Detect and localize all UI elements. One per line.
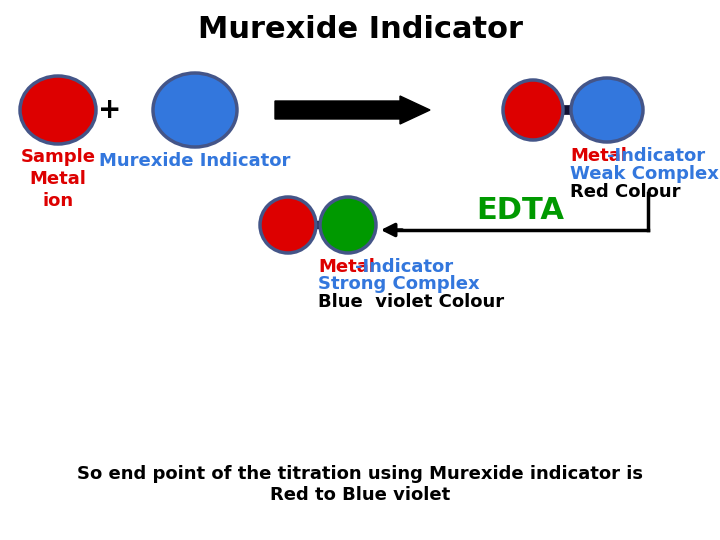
Text: Metal: Metal [318, 258, 375, 276]
Text: Murexide Indicator: Murexide Indicator [197, 15, 523, 44]
Text: -Indicator: -Indicator [607, 147, 705, 165]
Text: Blue  violet Colour: Blue violet Colour [318, 293, 504, 311]
Text: Strong Complex: Strong Complex [318, 275, 480, 293]
Text: -Indicator: -Indicator [355, 258, 453, 276]
Ellipse shape [571, 78, 643, 142]
Circle shape [320, 197, 376, 253]
Text: Metal: Metal [570, 147, 627, 165]
Ellipse shape [20, 76, 96, 144]
Text: Murexide Indicator: Murexide Indicator [99, 152, 291, 170]
Circle shape [260, 197, 316, 253]
Text: So end point of the titration using Murexide indicator is
Red to Blue violet: So end point of the titration using Mure… [77, 465, 643, 504]
Text: +: + [99, 96, 122, 124]
Text: Red Colour: Red Colour [570, 183, 680, 201]
Ellipse shape [153, 73, 237, 147]
FancyArrow shape [275, 96, 430, 124]
Text: EDTA: EDTA [476, 196, 564, 225]
Circle shape [503, 80, 563, 140]
Text: Sample
Metal
ion: Sample Metal ion [20, 148, 96, 211]
Text: Weak Complex: Weak Complex [570, 165, 719, 183]
